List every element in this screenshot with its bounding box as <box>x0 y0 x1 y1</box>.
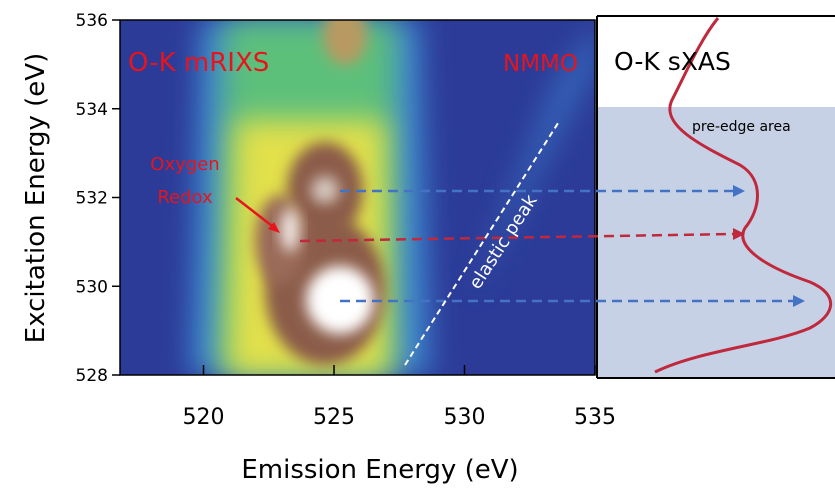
annotation: Redox <box>157 187 213 208</box>
y-tick-label: 534 <box>76 100 108 120</box>
x-tick-label: 530 <box>444 405 486 430</box>
heatmap <box>120 20 595 375</box>
x-tick-label: 520 <box>183 405 225 430</box>
x-axis-label: Emission Energy (eV) <box>241 455 518 485</box>
y-tick-label: 528 <box>76 366 108 386</box>
side-panel-title: O-K sXAS <box>614 47 731 76</box>
chart-title: O-K mRIXS <box>128 48 269 78</box>
side-panel <box>596 15 835 379</box>
x-tick-label: 525 <box>313 405 355 430</box>
x-tick-label: 535 <box>574 405 616 430</box>
annotation: Oxygen <box>150 154 219 175</box>
side-panel-annotation: pre-edge area <box>692 119 791 135</box>
y-tick-label: 536 <box>76 11 108 31</box>
sample-label: NMMO <box>503 51 578 77</box>
y-tick-label: 530 <box>76 277 108 297</box>
arrows <box>235 119 805 366</box>
y-tick-label: 532 <box>76 189 108 209</box>
y-axis-label: Excitation Energy (eV) <box>21 53 51 343</box>
axes: 520 525 530 535 528 530 532 534 536 <box>76 11 616 430</box>
